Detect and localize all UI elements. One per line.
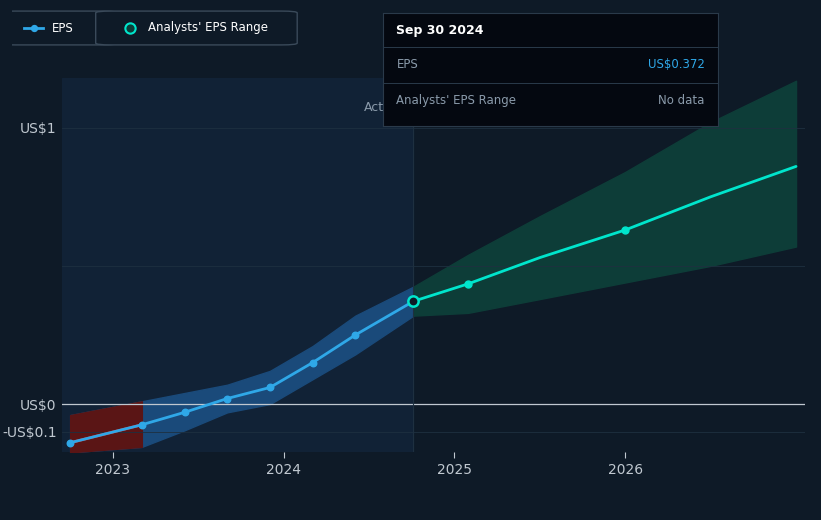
Point [619,226,632,234]
Text: EPS: EPS [397,58,418,71]
Point [407,297,420,305]
FancyBboxPatch shape [96,11,297,45]
Point [27,24,40,32]
Point [221,394,234,402]
Point [349,331,362,339]
Text: Analysts Forecasts: Analysts Forecasts [424,101,540,114]
Text: Analysts' EPS Range: Analysts' EPS Range [149,21,268,34]
Point [306,358,319,367]
Bar [62,78,414,452]
Text: Analysts' EPS Range: Analysts' EPS Range [397,94,516,107]
Text: US$0.372: US$0.372 [648,58,704,71]
Point [407,297,420,305]
Point [264,383,277,392]
Text: No data: No data [658,94,704,107]
Point [63,438,76,447]
Point [123,24,136,32]
Point [178,408,191,417]
Point [461,280,475,288]
Point [135,421,149,429]
Text: Sep 30 2024: Sep 30 2024 [397,24,484,37]
Text: EPS: EPS [53,21,74,34]
FancyBboxPatch shape [0,11,117,45]
Text: Actual: Actual [364,101,403,114]
